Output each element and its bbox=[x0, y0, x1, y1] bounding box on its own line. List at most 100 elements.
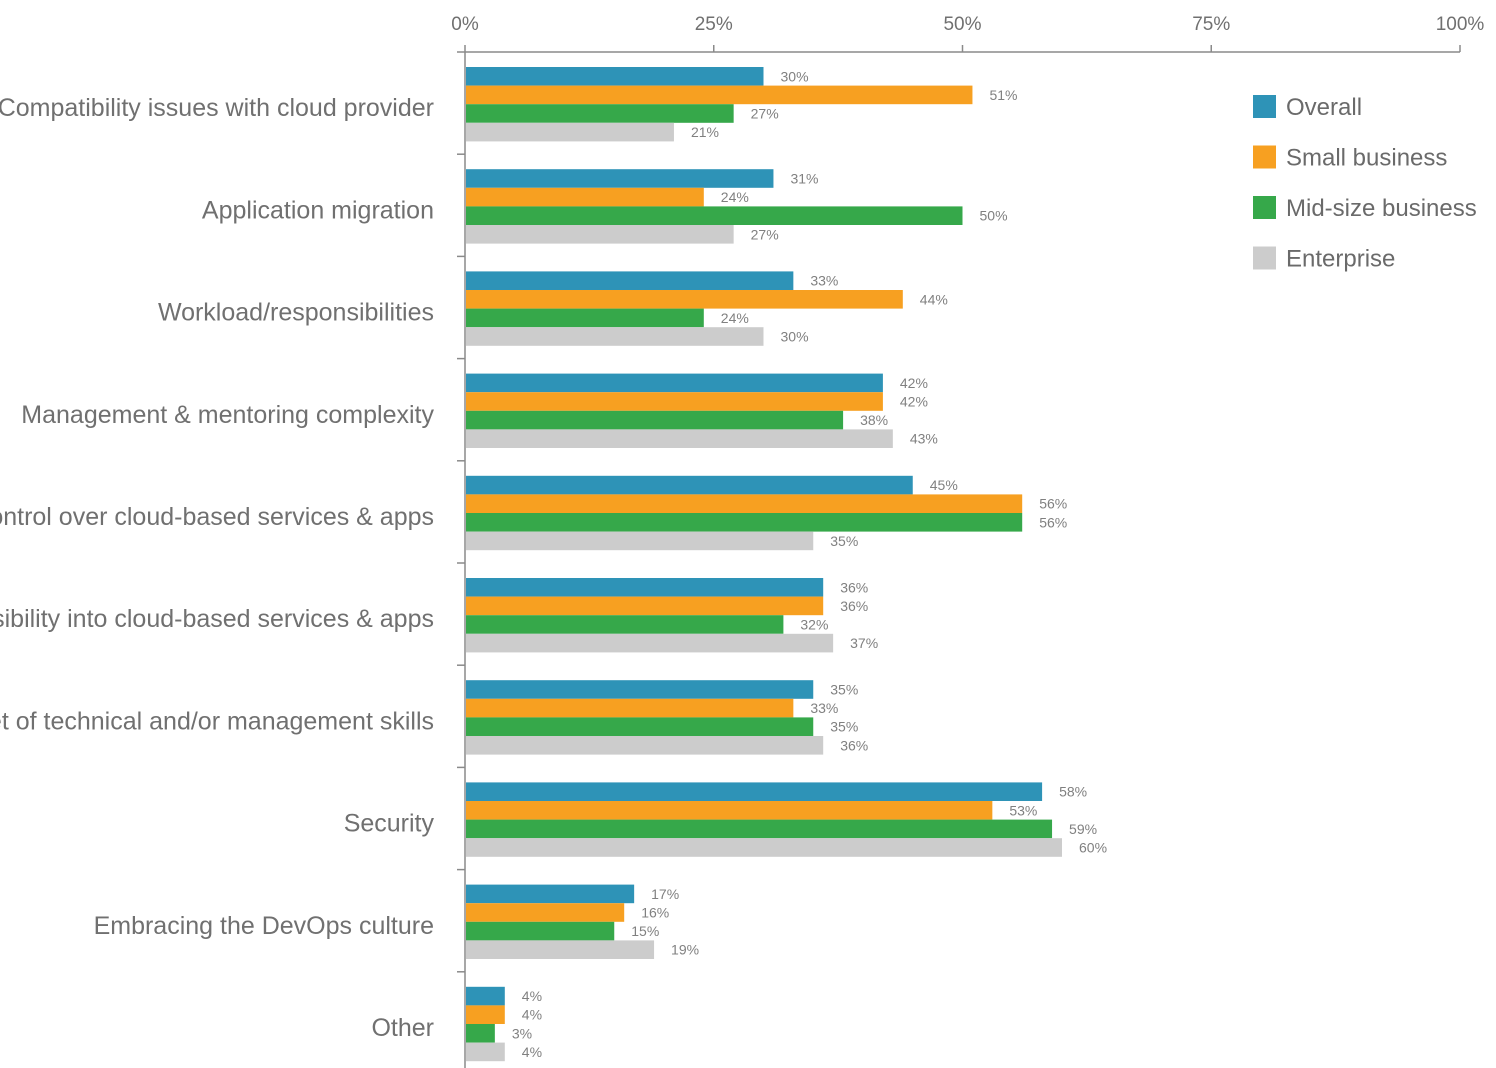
legend-swatch bbox=[1253, 145, 1276, 169]
x-tick-label: 25% bbox=[695, 14, 733, 35]
bar bbox=[466, 410, 844, 430]
data-label: 43% bbox=[910, 431, 938, 447]
bar bbox=[466, 513, 1023, 532]
data-label: 30% bbox=[781, 68, 809, 84]
data-label: 21% bbox=[691, 124, 719, 140]
bar bbox=[466, 596, 824, 616]
legend-label: Mid-size business bbox=[1286, 195, 1477, 222]
data-label: 35% bbox=[830, 719, 858, 735]
data-label: 36% bbox=[840, 598, 868, 614]
bar bbox=[466, 680, 814, 699]
data-label: 16% bbox=[641, 905, 669, 921]
data-label: 4% bbox=[522, 988, 542, 1004]
bar bbox=[466, 327, 764, 346]
category-label: Other bbox=[371, 1014, 434, 1042]
bars bbox=[466, 67, 1062, 1062]
legend-swatch bbox=[1253, 196, 1276, 219]
bar bbox=[466, 475, 913, 495]
legend-label: Overall bbox=[1286, 94, 1362, 121]
data-label: 24% bbox=[721, 189, 749, 205]
bar bbox=[466, 225, 734, 244]
category-label: Management & mentoring complexity bbox=[21, 401, 434, 429]
category-label: New set of technical and/or management s… bbox=[0, 707, 434, 735]
category-label: Compatibility issues with cloud provider bbox=[0, 94, 434, 122]
data-label: 30% bbox=[781, 329, 809, 345]
bar bbox=[466, 838, 1062, 857]
data-label: 56% bbox=[1039, 514, 1067, 530]
bar bbox=[466, 531, 814, 551]
bar bbox=[466, 187, 704, 207]
bar bbox=[466, 884, 635, 904]
data-label: 36% bbox=[840, 737, 868, 753]
bar bbox=[466, 615, 784, 634]
bar bbox=[466, 578, 824, 597]
bar bbox=[466, 206, 963, 225]
data-label: 4% bbox=[522, 1044, 542, 1060]
data-label: 33% bbox=[810, 273, 838, 289]
x-tick-label: 100% bbox=[1436, 14, 1485, 35]
data-label: 60% bbox=[1079, 840, 1107, 856]
data-label: 38% bbox=[860, 412, 888, 428]
bar bbox=[466, 1042, 505, 1062]
data-label: 32% bbox=[800, 617, 828, 633]
x-tick-label: 50% bbox=[943, 14, 981, 35]
category-label: Embracing the DevOps culture bbox=[94, 912, 434, 940]
bar bbox=[466, 801, 993, 820]
bar bbox=[466, 373, 883, 393]
data-label: 35% bbox=[830, 682, 858, 698]
legend-label: Small business bbox=[1286, 145, 1447, 172]
bar bbox=[466, 1005, 505, 1024]
bar bbox=[466, 986, 505, 1006]
bar bbox=[466, 290, 903, 309]
data-label: 24% bbox=[721, 310, 749, 326]
x-tick-label: 0% bbox=[451, 14, 479, 35]
bar bbox=[466, 698, 794, 718]
category-label: Application migration bbox=[202, 196, 434, 224]
bar bbox=[466, 717, 814, 736]
data-label: 50% bbox=[980, 208, 1008, 224]
data-label: 59% bbox=[1069, 821, 1097, 837]
bar bbox=[466, 819, 1053, 839]
data-label: 27% bbox=[751, 106, 779, 122]
bar bbox=[466, 104, 734, 123]
bar bbox=[466, 271, 794, 290]
bar bbox=[466, 921, 615, 941]
bar bbox=[466, 494, 1023, 513]
data-label: 56% bbox=[1039, 496, 1067, 512]
data-label: 33% bbox=[810, 700, 838, 716]
data-label: 42% bbox=[900, 375, 928, 391]
data-label: 37% bbox=[850, 635, 878, 651]
data-label: 53% bbox=[1009, 802, 1037, 818]
legend-label: Enterprise bbox=[1286, 246, 1395, 273]
bar bbox=[466, 736, 824, 755]
bar bbox=[466, 308, 704, 328]
category-label: Workload/responsibilities bbox=[158, 299, 434, 327]
data-label: 19% bbox=[671, 942, 699, 958]
data-label: 58% bbox=[1059, 784, 1087, 800]
category-label: Control over cloud-based services & apps bbox=[0, 503, 434, 531]
bar bbox=[466, 122, 674, 142]
data-label: 15% bbox=[631, 923, 659, 939]
category-label: Security bbox=[344, 810, 435, 838]
data-label: 44% bbox=[920, 291, 948, 307]
bar bbox=[466, 940, 655, 959]
legend: Overall Small business Mid-size business En… bbox=[1253, 94, 1477, 273]
data-label: 31% bbox=[790, 171, 818, 187]
axes: 0% 25% 50% 75% 100% bbox=[451, 14, 1484, 1068]
legend-swatch bbox=[1253, 95, 1276, 118]
data-label: 42% bbox=[900, 394, 928, 410]
bar bbox=[466, 169, 774, 188]
x-tick-label: 75% bbox=[1192, 14, 1230, 35]
bar bbox=[466, 1024, 495, 1043]
labels: 30% 51% 27% 21% Compatibility issues with cl… bbox=[0, 68, 1107, 1060]
data-label: 51% bbox=[989, 87, 1017, 103]
data-label: 35% bbox=[830, 533, 858, 549]
bar bbox=[466, 782, 1043, 801]
bar bbox=[466, 903, 625, 922]
data-label: 36% bbox=[840, 579, 868, 595]
bar bbox=[466, 429, 893, 448]
bar bbox=[466, 392, 883, 411]
data-label: 27% bbox=[751, 226, 779, 242]
bar bbox=[466, 67, 764, 86]
